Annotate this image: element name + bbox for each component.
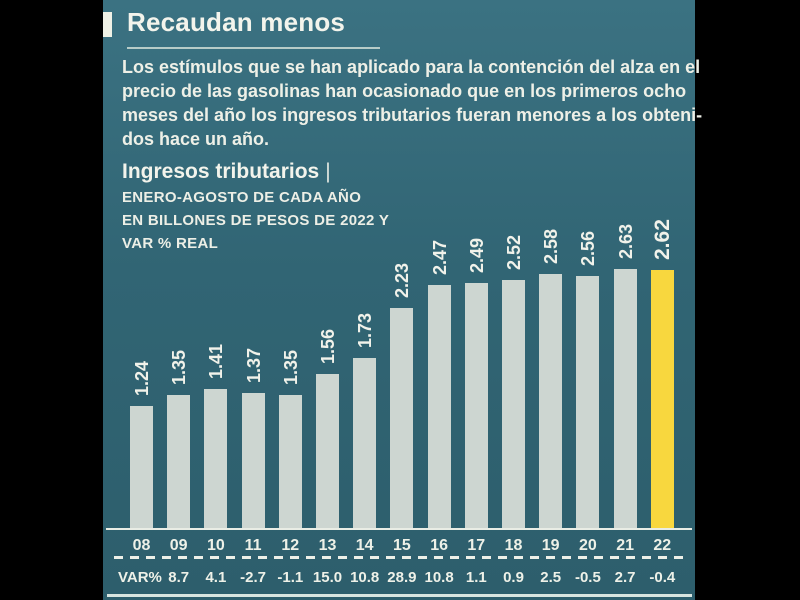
intro-line-4: dos hace un año.	[122, 129, 270, 149]
intro-line-2: precio de las gasolinas han ocasionado q…	[122, 81, 687, 101]
var-pct-12: -1.1	[277, 569, 304, 586]
bar-value-22: 2.62	[650, 219, 674, 260]
var-pct-15: 28.9	[387, 569, 417, 586]
var-pct-19: 2.5	[540, 569, 562, 586]
chart-title-text: Ingresos tributarios	[122, 160, 320, 183]
bar-value-15: 2.23	[392, 262, 413, 298]
var-pct-axis-label: VAR%	[118, 569, 162, 586]
dashed-divider	[114, 556, 686, 559]
bar-16	[427, 285, 451, 528]
bar-22	[650, 270, 674, 528]
bar-21	[613, 269, 637, 528]
bar-value-14: 1.73	[355, 312, 376, 348]
bar-value-21: 2.63	[615, 223, 636, 259]
year-label-21: 21	[616, 537, 634, 554]
year-label-15: 15	[392, 537, 411, 554]
chart-subtitle-line-1: ENERO-AGOSTO DE CADA AÑO	[122, 189, 362, 206]
bar-value-10: 1.41	[206, 343, 227, 379]
bar-value-17: 2.49	[466, 237, 487, 273]
bar-17	[464, 283, 488, 528]
year-label-16: 16	[430, 537, 448, 554]
var-pct-11: -2.7	[240, 569, 267, 586]
bar-value-13: 1.56	[318, 328, 338, 364]
var-pct-10: 4.1	[205, 569, 227, 586]
bar-09	[167, 395, 191, 528]
year-label-17: 17	[467, 537, 486, 554]
bar-10	[204, 389, 228, 528]
bar-12	[278, 395, 302, 528]
var-pct-18: 0.9	[503, 569, 524, 586]
intro-line-1: Los estímulos que se han aplicado para l…	[122, 57, 701, 77]
bar-value-08: 1.24	[132, 360, 152, 396]
letterbox-left	[0, 0, 103, 600]
bar-18	[502, 280, 525, 528]
year-label-08: 08	[132, 537, 151, 554]
bar-value-11: 1.37	[243, 347, 264, 383]
bar-value-19: 2.58	[541, 228, 562, 264]
intro-line-3: meses del año los ingresos tributarios f…	[122, 105, 703, 125]
year-label-09: 09	[169, 537, 188, 554]
var-pct-13: 15.0	[312, 569, 343, 586]
chart-subtitle-line-3: VAR % REAL	[122, 235, 219, 252]
title-bullet-square	[103, 12, 112, 37]
bottom-rule	[107, 594, 692, 597]
bar-value-18: 2.52	[504, 234, 524, 270]
chart-baseline	[106, 528, 692, 530]
chart-subtitle: ENERO-AGOSTO DE CADA AÑO EN BILLONES DE …	[122, 186, 389, 255]
infographic-panel: Recaudan menos Los estímulos que se han …	[103, 0, 703, 600]
bar-value-09: 1.35	[169, 349, 190, 385]
bar-20	[576, 276, 600, 528]
var-pct-14: 10.8	[350, 569, 380, 586]
bar-19	[539, 274, 563, 528]
chart-title: Ingresos tributarios |	[122, 160, 331, 184]
year-label-18: 18	[504, 537, 523, 554]
var-pct-22: -0.4	[649, 569, 676, 586]
title-underline	[127, 47, 380, 49]
bar-14	[353, 358, 377, 528]
year-label-22: 22	[653, 537, 672, 554]
letterbox-right	[695, 0, 800, 600]
year-label-13: 13	[318, 537, 337, 554]
var-pct-16: 10.8	[424, 569, 454, 586]
bar-13	[316, 374, 339, 528]
bar-value-12: 1.35	[280, 349, 301, 385]
year-label-20: 20	[578, 537, 597, 554]
chart-subtitle-line-2: EN BILLONES DE PESOS DE 2022 Y	[122, 212, 390, 229]
intro-paragraph: Los estímulos que se han aplicado para l…	[122, 55, 703, 151]
year-label-14: 14	[355, 537, 374, 554]
var-pct-21: 2.7	[614, 569, 636, 586]
year-label-19: 19	[541, 537, 560, 554]
var-pct-17: 1.1	[465, 569, 487, 586]
year-label-11: 11	[244, 537, 262, 554]
chart-title-pipe: |	[325, 160, 331, 183]
bar-value-16: 2.47	[429, 239, 450, 275]
bar-15	[390, 308, 414, 528]
year-label-10: 10	[206, 537, 225, 554]
bar-11	[241, 393, 265, 528]
page-title: Recaudan menos	[127, 7, 346, 37]
var-pct-20: -0.5	[574, 569, 601, 586]
year-label-12: 12	[281, 537, 300, 554]
bar-value-20: 2.56	[578, 230, 599, 266]
bar-08	[130, 406, 153, 528]
var-pct-09: 8.7	[168, 569, 190, 586]
